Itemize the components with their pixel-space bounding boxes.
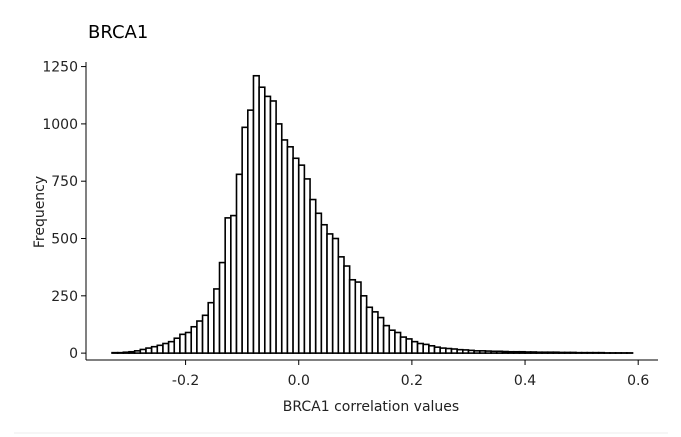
histogram-bar [552, 351, 560, 354]
histogram-bar [179, 333, 187, 354]
x-tick-label: 0.4 [514, 373, 536, 389]
histogram-bar [535, 351, 543, 354]
histogram-bar [529, 351, 538, 354]
histogram-bar [365, 306, 374, 354]
histogram-bar [405, 338, 413, 354]
y-tick-label: 500 [51, 232, 78, 248]
histogram-bar [280, 139, 289, 354]
y-tick-label: 0 [69, 346, 78, 362]
histogram-bar [303, 178, 311, 354]
histogram-bar [331, 237, 340, 354]
histogram-bar [507, 350, 515, 354]
x-axis-ticks: -0.2 0.0 0.2 0.4 0.6 [172, 360, 649, 389]
histogram-bar [490, 350, 498, 354]
histogram-bar [235, 173, 243, 354]
histogram-bar [201, 314, 210, 354]
histogram-bar [558, 351, 566, 354]
histogram-bar [252, 74, 260, 354]
histogram-bar [128, 350, 136, 354]
x-tick-label: -0.2 [172, 373, 199, 389]
y-axis-ticks: 0 250 500 750 1000 1250 [42, 60, 86, 362]
y-tick-label: 1250 [42, 60, 78, 76]
histogram-bar [569, 351, 577, 354]
histogram-bar [484, 350, 492, 354]
histogram-bar [184, 331, 193, 354]
histogram-bar [173, 337, 181, 354]
y-tick-label: 1000 [42, 117, 78, 133]
histogram-bar [382, 324, 391, 354]
histogram-bar [456, 348, 464, 354]
histogram-bar [133, 350, 142, 354]
histogram-bar [524, 351, 532, 354]
histogram-bar [512, 350, 521, 354]
histogram-bar [450, 348, 458, 354]
histogram-bar [411, 340, 419, 354]
histogram-bar [433, 346, 441, 354]
histogram-bar [196, 320, 204, 354]
histogram-bar [156, 344, 164, 354]
histogram-bar [462, 349, 470, 354]
histogram-bar [478, 350, 487, 354]
histogram-bar [518, 350, 526, 354]
histogram-bar [467, 349, 475, 354]
histogram-bar [388, 329, 396, 354]
chart-title: BRCA1 [88, 22, 148, 43]
histogram-bar [399, 336, 408, 354]
histogram-bar [292, 157, 300, 354]
histogram-bars [111, 74, 634, 354]
histogram-bar [162, 342, 170, 354]
histogram-bar [371, 311, 379, 354]
histogram-bar [445, 347, 453, 354]
histogram-bar [422, 343, 430, 354]
x-tick-label: 0.0 [288, 373, 310, 389]
histogram-bar [150, 345, 159, 354]
histogram-bar [314, 212, 323, 354]
histogram-bar [473, 350, 481, 354]
histogram-bar [167, 340, 176, 354]
histogram-bar [145, 347, 153, 354]
y-axis-title: Frequency [32, 176, 48, 248]
histogram-bar [343, 265, 351, 354]
histogram-bar [258, 86, 266, 354]
histogram-bar [501, 350, 509, 354]
histogram-bar [563, 351, 572, 354]
x-tick-label: 0.6 [627, 373, 649, 389]
histogram-bar [122, 351, 130, 354]
histogram-bar [269, 100, 277, 354]
histogram-bar [230, 214, 238, 354]
histogram-bar [309, 198, 317, 354]
histogram-bar [416, 342, 425, 354]
histogram-bar [439, 347, 447, 354]
histogram-bar [224, 217, 232, 354]
histogram-bar [241, 126, 249, 354]
histogram-bar [337, 256, 345, 354]
x-axis-title: BRCA1 correlation values [283, 399, 459, 415]
histogram-bar [190, 325, 198, 354]
histogram-bar [218, 261, 226, 354]
y-tick-label: 250 [51, 289, 78, 305]
histogram-bar [354, 281, 362, 354]
histogram-bar [394, 331, 402, 354]
histogram-bar [541, 351, 549, 354]
histogram-bar [428, 344, 436, 354]
histogram-bar [297, 164, 306, 354]
histogram-bar [275, 123, 283, 354]
histogram-bar [495, 350, 504, 354]
histogram-bar [286, 146, 294, 354]
histogram-bar [546, 351, 555, 354]
x-tick-label: 0.2 [401, 373, 423, 389]
histogram-bar [139, 348, 147, 354]
histogram-bar [326, 233, 334, 354]
histogram-bar [263, 95, 272, 354]
histogram-bar [247, 109, 255, 354]
histogram-bar [320, 223, 328, 354]
y-tick-label: 750 [51, 174, 78, 190]
histogram-bar [348, 278, 357, 354]
histogram-bar [213, 288, 221, 354]
histogram-bar [377, 316, 385, 354]
histogram-bar [207, 301, 215, 354]
histogram-bar [360, 295, 368, 354]
